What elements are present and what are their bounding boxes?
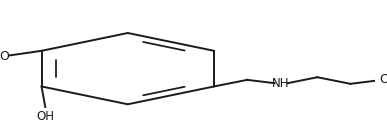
Text: OH: OH (36, 110, 54, 123)
Text: O: O (379, 73, 387, 86)
Text: O: O (0, 50, 10, 63)
Text: NH: NH (272, 77, 289, 90)
